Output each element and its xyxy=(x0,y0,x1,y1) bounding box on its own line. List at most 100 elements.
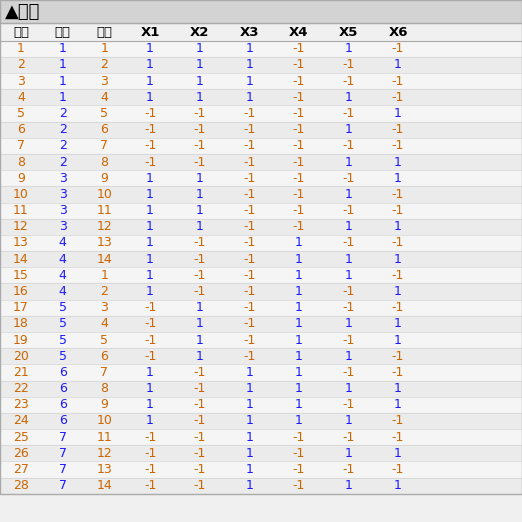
Text: 13: 13 xyxy=(13,236,29,250)
Text: 2: 2 xyxy=(58,156,67,169)
Text: 18: 18 xyxy=(13,317,29,330)
Text: 5: 5 xyxy=(100,107,109,120)
Text: -1: -1 xyxy=(342,334,354,347)
Text: 1: 1 xyxy=(295,350,303,363)
Bar xyxy=(0,105,522,122)
Text: 5: 5 xyxy=(17,107,25,120)
Text: -1: -1 xyxy=(194,139,206,152)
Text: 6: 6 xyxy=(58,398,67,411)
Text: -1: -1 xyxy=(342,58,354,72)
Text: 1: 1 xyxy=(345,269,352,282)
Text: -1: -1 xyxy=(194,253,206,266)
Text: 3: 3 xyxy=(100,75,109,88)
Text: -1: -1 xyxy=(243,334,255,347)
Text: 14: 14 xyxy=(97,253,112,266)
Text: 1: 1 xyxy=(196,317,204,330)
Text: 1: 1 xyxy=(58,91,67,104)
Text: -1: -1 xyxy=(392,204,404,217)
Text: -1: -1 xyxy=(243,236,255,250)
Text: 1: 1 xyxy=(58,42,67,55)
Text: 5: 5 xyxy=(58,334,67,347)
Text: 1: 1 xyxy=(394,317,402,330)
Text: 1: 1 xyxy=(196,350,204,363)
Text: 4: 4 xyxy=(58,269,67,282)
Text: 1: 1 xyxy=(394,382,402,395)
Text: 9: 9 xyxy=(100,398,109,411)
Text: -1: -1 xyxy=(392,366,404,379)
Text: -1: -1 xyxy=(243,156,255,169)
Text: -1: -1 xyxy=(194,398,206,411)
Text: 1: 1 xyxy=(196,220,204,233)
Text: -1: -1 xyxy=(342,431,354,444)
Text: -1: -1 xyxy=(293,156,305,169)
Text: 1: 1 xyxy=(146,398,154,411)
Text: 1: 1 xyxy=(295,414,303,428)
Bar xyxy=(0,122,522,138)
Text: 1: 1 xyxy=(394,398,402,411)
Text: X1: X1 xyxy=(140,26,160,39)
Text: -1: -1 xyxy=(392,414,404,428)
Text: 1: 1 xyxy=(196,75,204,88)
Text: 13: 13 xyxy=(97,236,112,250)
Text: -1: -1 xyxy=(293,139,305,152)
Text: -1: -1 xyxy=(144,479,156,492)
Text: 1: 1 xyxy=(295,285,303,298)
Text: -1: -1 xyxy=(194,479,206,492)
Text: -1: -1 xyxy=(194,431,206,444)
Text: 1: 1 xyxy=(345,42,352,55)
Text: 1: 1 xyxy=(196,91,204,104)
Text: -1: -1 xyxy=(293,172,305,185)
Text: 1: 1 xyxy=(245,479,253,492)
Text: 1: 1 xyxy=(245,42,253,55)
Text: 8: 8 xyxy=(17,156,25,169)
Text: -1: -1 xyxy=(144,317,156,330)
Text: -1: -1 xyxy=(342,463,354,476)
Text: -1: -1 xyxy=(243,350,255,363)
Text: 1: 1 xyxy=(146,236,154,250)
Text: 3: 3 xyxy=(100,301,109,314)
Bar xyxy=(0,73,522,89)
Text: 6: 6 xyxy=(58,414,67,428)
Text: 15: 15 xyxy=(13,269,29,282)
Text: X4: X4 xyxy=(289,26,309,39)
Text: 24: 24 xyxy=(13,414,29,428)
Text: -1: -1 xyxy=(392,123,404,136)
Text: 1: 1 xyxy=(345,414,352,428)
Text: 4: 4 xyxy=(58,236,67,250)
Text: 1: 1 xyxy=(146,269,154,282)
Bar xyxy=(0,267,522,283)
Text: 1: 1 xyxy=(245,431,253,444)
Text: 7: 7 xyxy=(100,366,109,379)
Bar xyxy=(0,0,522,23)
Text: -1: -1 xyxy=(194,236,206,250)
Text: -1: -1 xyxy=(194,382,206,395)
Text: 1: 1 xyxy=(295,301,303,314)
Text: 7: 7 xyxy=(58,463,67,476)
Text: -1: -1 xyxy=(342,301,354,314)
Text: 1: 1 xyxy=(100,42,109,55)
Text: X3: X3 xyxy=(240,26,259,39)
Text: -1: -1 xyxy=(342,139,354,152)
Text: 1: 1 xyxy=(394,253,402,266)
Text: 1: 1 xyxy=(394,58,402,72)
Text: 1: 1 xyxy=(196,188,204,201)
Text: -1: -1 xyxy=(194,107,206,120)
Text: 25: 25 xyxy=(13,431,29,444)
Text: 1: 1 xyxy=(295,236,303,250)
Text: 8: 8 xyxy=(100,156,109,169)
Text: 子区: 子区 xyxy=(97,26,112,39)
Text: 1: 1 xyxy=(196,334,204,347)
Text: 1: 1 xyxy=(394,479,402,492)
Text: 4: 4 xyxy=(100,317,109,330)
Text: 1: 1 xyxy=(394,172,402,185)
Text: 1: 1 xyxy=(345,479,352,492)
Text: -1: -1 xyxy=(293,447,305,460)
Text: 1: 1 xyxy=(196,58,204,72)
Text: -1: -1 xyxy=(293,479,305,492)
Text: 1: 1 xyxy=(146,285,154,298)
Text: 1: 1 xyxy=(146,253,154,266)
Text: 1: 1 xyxy=(295,382,303,395)
Text: 3: 3 xyxy=(58,188,67,201)
Text: 4: 4 xyxy=(58,253,67,266)
Text: 12: 12 xyxy=(97,447,112,460)
